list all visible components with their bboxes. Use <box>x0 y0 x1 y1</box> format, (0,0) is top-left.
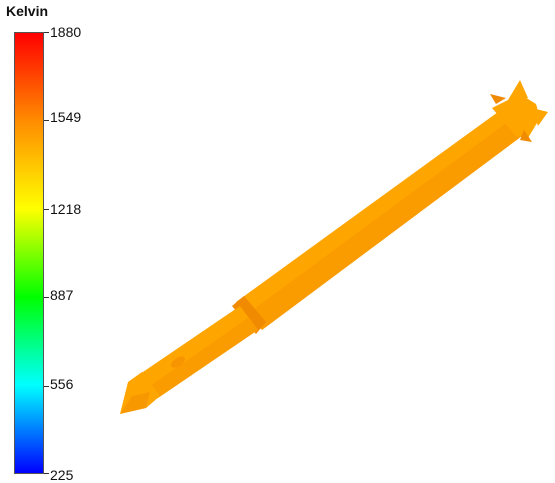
rocket-fin-right <box>532 108 548 126</box>
tick-label-min: 225 <box>50 467 74 483</box>
tick-label: 1218 <box>50 201 82 217</box>
tick-label-max: 1880 <box>50 24 82 40</box>
legend-title: Kelvin <box>6 3 49 19</box>
tick-label: 887 <box>50 287 74 303</box>
rocket-fin-bottom <box>520 130 532 142</box>
rocket-tail-section <box>492 94 540 138</box>
rocket-detail-port <box>171 356 185 368</box>
rocket-nose-cone <box>120 372 160 414</box>
tick-mark <box>44 32 49 33</box>
rocket-upper-body <box>236 112 522 330</box>
rocket-coupling-ring <box>232 296 266 334</box>
rocket-body-shade <box>250 124 522 330</box>
rocket-fin-top <box>508 80 528 100</box>
tick-mark <box>44 120 49 121</box>
tick-mark <box>44 386 49 387</box>
tick-mark <box>44 473 49 474</box>
rocket-nose-shade <box>120 392 150 414</box>
rocket-lower-stage <box>140 306 258 398</box>
temperature-colorbar <box>14 32 44 474</box>
tick-label: 556 <box>50 376 74 392</box>
tick-label: 1549 <box>50 109 82 125</box>
rocket-body <box>120 80 548 414</box>
rocket-lower-shade <box>150 318 258 398</box>
tick-mark <box>44 209 49 210</box>
rocket-fin-left <box>490 94 506 104</box>
tick-mark <box>44 297 49 298</box>
